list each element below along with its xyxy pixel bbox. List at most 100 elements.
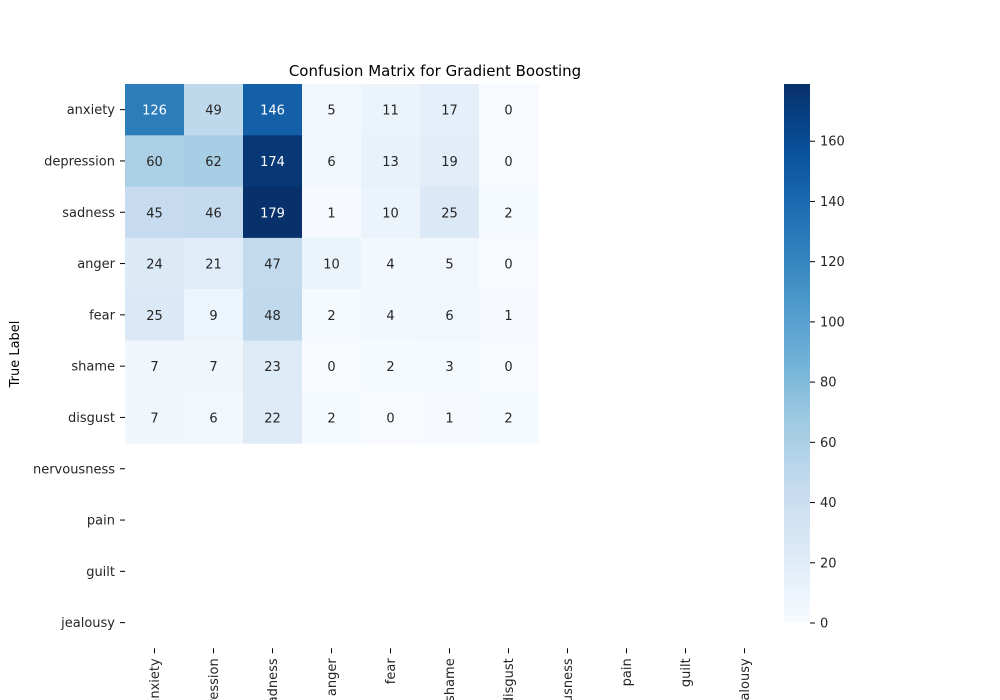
- heatmap-cell: [479, 237, 539, 290]
- colorbar-ticks: 0 20 40 60 80 100 120 140 160: [810, 135, 845, 632]
- heatmap-cell: [361, 84, 421, 136]
- heatmap-cell: [243, 391, 303, 444]
- heatmap-cell: [243, 340, 303, 393]
- cell-value-label: 2: [386, 360, 394, 375]
- cell-value-label: 9: [209, 309, 217, 324]
- y-tick-label: disgust: [68, 411, 115, 426]
- x-tick-label: disgust: [502, 658, 517, 700]
- heatmap-cell: [243, 186, 303, 239]
- cell-value-label: 48: [264, 309, 281, 324]
- x-tick-label: anger: [325, 658, 340, 696]
- heatmap-cell: [184, 84, 244, 136]
- heatmap-cells: 126 49 146 5 11 17 060 62 174 6 13 19 045 46 179 1 10 25 2…: [125, 84, 539, 444]
- heatmap-cell: [420, 340, 480, 393]
- heatmap-cell: [184, 237, 244, 290]
- cell-value-label: 5: [327, 104, 335, 119]
- colorbar: [784, 84, 810, 623]
- heatmap-cell: [420, 391, 480, 444]
- y-axis-ticks: anxiety depression sadness anger fear shame di…: [33, 103, 125, 631]
- x-tick-label: jealousy: [738, 658, 753, 700]
- cell-value-label: 2: [504, 206, 512, 221]
- heatmap-cell: [243, 84, 303, 136]
- cell-value-label: 17: [441, 104, 458, 119]
- x-tick-label: sadness: [266, 658, 281, 700]
- cell-value-label: 0: [327, 360, 335, 375]
- cell-value-label: 25: [146, 309, 163, 324]
- cell-value-label: 13: [382, 155, 399, 170]
- cell-value-label: 24: [146, 258, 163, 273]
- cell-value-label: 1: [445, 411, 453, 426]
- cell-value-label: 3: [445, 360, 453, 375]
- cell-value-label: 19: [441, 155, 458, 170]
- cell-value-label: 7: [150, 360, 158, 375]
- x-tick-label: vousness: [561, 658, 576, 700]
- heatmap-cell: [420, 237, 480, 290]
- cell-value-label: 47: [264, 258, 281, 273]
- y-tick-label: nervousness: [33, 462, 115, 477]
- y-tick-label: guilt: [86, 565, 115, 580]
- x-axis-ticks: anxiety epression sadness anger fear shame dis…: [148, 648, 753, 700]
- heatmap-cell: [479, 391, 539, 444]
- cell-value-label: 6: [445, 309, 453, 324]
- heatmap-cell: [420, 84, 480, 136]
- cell-value-label: 6: [327, 155, 335, 170]
- cell-value-label: 0: [504, 155, 512, 170]
- heatmap-cell: [302, 289, 362, 342]
- y-tick-label: shame: [71, 360, 115, 375]
- colorbar-tick-label: 60: [820, 436, 837, 451]
- cell-value-label: 2: [504, 411, 512, 426]
- cell-value-label: 62: [205, 155, 222, 170]
- colorbar-tick-label: 80: [820, 376, 837, 391]
- heatmap-cell: [302, 237, 362, 290]
- cell-value-label: 0: [504, 104, 512, 119]
- x-tick-label: fear: [384, 658, 399, 685]
- cell-value-label: 2: [327, 411, 335, 426]
- heatmap-cell: [184, 340, 244, 393]
- cell-value-label: 60: [146, 155, 163, 170]
- heatmap-cell: [361, 391, 421, 444]
- colorbar-tick-label: 20: [820, 556, 837, 571]
- cell-value-label: 1: [504, 309, 512, 324]
- colorbar-tick-label: 140: [820, 195, 845, 210]
- heatmap-cell: [302, 391, 362, 444]
- heatmap-cell: [125, 237, 185, 290]
- heatmap-cell: [243, 289, 303, 342]
- chart-title: Confusion Matrix for Gradient Boosting: [289, 62, 581, 80]
- heatmap-cell: [302, 84, 362, 136]
- heatmap-cell: [420, 186, 480, 239]
- cell-value-label: 11: [382, 104, 399, 119]
- heatmap-cell: [125, 84, 185, 136]
- colorbar-tick-label: 120: [820, 255, 845, 270]
- x-tick-label: pain: [620, 658, 635, 686]
- cell-value-label: 7: [209, 360, 217, 375]
- cell-value-label: 2: [327, 309, 335, 324]
- cell-value-label: 23: [264, 360, 281, 375]
- cell-value-label: 6: [209, 411, 217, 426]
- heatmap-cell: [361, 237, 421, 290]
- cell-value-label: 0: [504, 258, 512, 273]
- cell-value-label: 49: [205, 104, 222, 119]
- heatmap-cell: [125, 289, 185, 342]
- x-tick-label: guilt: [679, 658, 694, 687]
- heatmap-cell: [302, 186, 362, 239]
- heatmap-cell: [479, 340, 539, 393]
- cell-value-label: 174: [260, 155, 285, 170]
- heatmap-cell: [184, 186, 244, 239]
- y-tick-label: anger: [77, 257, 115, 272]
- cell-value-label: 22: [264, 411, 281, 426]
- heatmap-cell: [479, 135, 539, 188]
- y-tick-label: pain: [87, 514, 115, 529]
- heatmap-cell: [184, 391, 244, 444]
- cell-value-label: 21: [205, 258, 222, 273]
- heatmap-cell: [361, 186, 421, 239]
- heatmap-cell: [243, 237, 303, 290]
- cell-value-label: 10: [382, 206, 399, 221]
- cell-value-label: 46: [205, 206, 222, 221]
- cell-value-label: 1: [327, 206, 335, 221]
- cell-value-label: 4: [386, 309, 394, 324]
- colorbar-tick-label: 40: [820, 496, 837, 511]
- cell-value-label: 5: [445, 258, 453, 273]
- x-tick-label: anxiety: [148, 658, 163, 700]
- heatmap-cell: [125, 391, 185, 444]
